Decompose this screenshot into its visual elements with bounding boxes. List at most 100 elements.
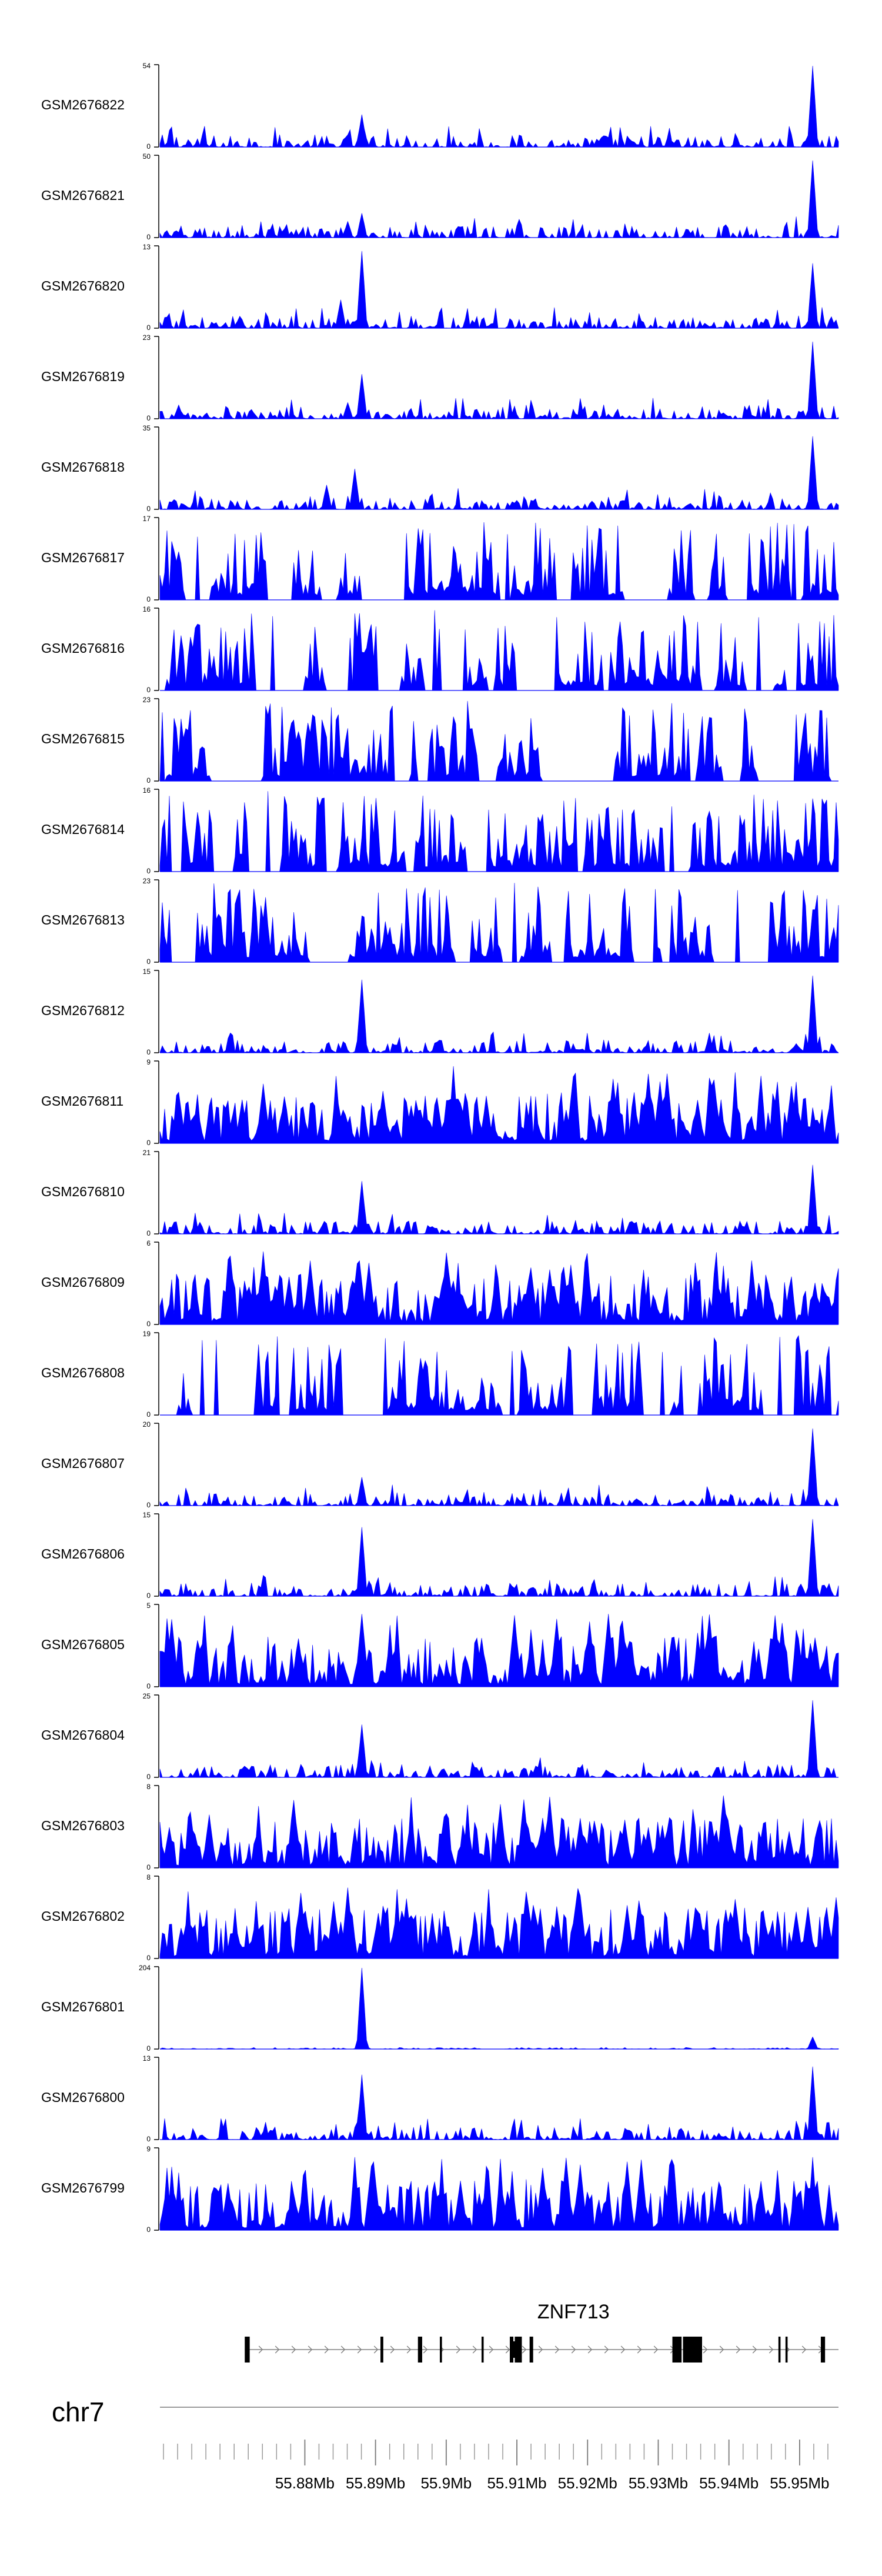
gene-exon: [529, 2337, 533, 2363]
track-ymax-label: 15: [143, 1511, 151, 1519]
gene-exon: [683, 2337, 702, 2363]
track-label: GSM2676803: [41, 1818, 125, 1833]
track-label: GSM2676800: [41, 2090, 125, 2105]
track-label: GSM2676805: [41, 1637, 125, 1652]
track-ymax-label: 13: [143, 243, 151, 251]
track-ymin-label: 0: [146, 1410, 151, 1419]
coverage-tracks: GSM2676822540GSM2676821500GSM2676820130G…: [41, 62, 839, 2234]
strand-arrow: [620, 2345, 626, 2354]
strand-arrow: [340, 2345, 346, 2354]
track-ymin-label: 0: [146, 505, 151, 513]
gene-exon: [245, 2337, 250, 2363]
track-ymax-label: 9: [146, 2145, 151, 2153]
strand-arrow: [637, 2345, 642, 2354]
coverage-area: [159, 975, 839, 1054]
track-GSM2676803: GSM2676803 8 0: [41, 1783, 839, 1871]
track-label: GSM2676819: [41, 369, 125, 384]
track-label: GSM2676810: [41, 1184, 125, 1199]
track-GSM2676816: GSM2676816 16 0: [41, 605, 839, 694]
track-GSM2676804: GSM2676804 25 0: [41, 1692, 839, 1781]
track-GSM2676815: GSM2676815 23 0: [41, 696, 838, 785]
strand-arrow: [752, 2345, 757, 2354]
track-ymin-label: 0: [146, 1501, 151, 1509]
axis-tick-label: 55.92Mb: [558, 2474, 617, 2492]
strand-arrow: [538, 2345, 543, 2354]
track-ymin-label: 0: [146, 323, 151, 332]
track-ymax-label: 17: [143, 515, 151, 523]
strand-arrow: [357, 2345, 362, 2354]
strand-arrow: [554, 2345, 560, 2354]
strand-arrow: [275, 2345, 280, 2354]
track-label: GSM2676817: [41, 550, 125, 565]
strand-arrow: [653, 2345, 659, 2354]
track-ymin-label: 0: [146, 1682, 151, 1690]
track-ymin-label: 0: [146, 776, 151, 785]
coverage-area: [159, 1519, 839, 1597]
gene-exon: [778, 2337, 781, 2363]
strand-arrow: [505, 2345, 510, 2354]
track-ymin-label: 0: [146, 2225, 151, 2234]
track-GSM2676800: GSM2676800 13 0: [41, 2054, 839, 2143]
track-label: GSM2676808: [41, 1365, 125, 1380]
strand-arrow: [308, 2345, 313, 2354]
coverage-area: [159, 1428, 839, 1506]
strand-arrow: [291, 2345, 296, 2354]
track-GSM2676820: GSM2676820 13 0: [41, 243, 839, 332]
track-GSM2676807: GSM2676807 20 0: [41, 1420, 839, 1509]
track-GSM2676810: GSM2676810 21 0: [41, 1149, 839, 1237]
strand-arrow: [324, 2345, 329, 2354]
axis-tick-label: 55.9Mb: [420, 2474, 472, 2492]
coverage-area: [159, 791, 839, 872]
track-label: GSM2676802: [41, 1908, 125, 1924]
track-GSM2676806: GSM2676806 15 0: [41, 1511, 839, 1600]
strand-arrow: [373, 2345, 379, 2354]
track-label: GSM2676816: [41, 640, 125, 656]
gene-exon: [785, 2337, 788, 2363]
track-label: GSM2676820: [41, 278, 125, 293]
track-GSM2676809: GSM2676809 6 0: [41, 1239, 839, 1328]
track-ymax-label: 6: [146, 1239, 151, 1247]
track-GSM2676813: GSM2676813 23 0: [41, 877, 839, 966]
track-GSM2676808: GSM2676808 19 0: [41, 1330, 839, 1419]
track-label: GSM2676806: [41, 1546, 125, 1561]
track-GSM2676811: GSM2676811 9 0: [41, 1058, 839, 1147]
track-ymin-label: 0: [146, 1048, 151, 1056]
track-ymin-label: 0: [146, 2135, 151, 2143]
track-ymin-label: 0: [146, 686, 151, 694]
track-label: GSM2676807: [41, 1456, 125, 1471]
track-ymax-label: 23: [143, 333, 151, 342]
gene-model-track: ZNF713: [245, 2301, 838, 2363]
track-ymax-label: 54: [143, 62, 151, 70]
strand-arrow: [703, 2345, 708, 2354]
track-GSM2676817: GSM2676817 17 0: [41, 515, 839, 603]
strand-arrow: [258, 2345, 263, 2354]
coverage-area: [159, 883, 839, 963]
track-GSM2676801: GSM2676801 204 0: [41, 1964, 839, 2053]
gene-exon: [820, 2337, 826, 2363]
track-GSM2676812: GSM2676812 15 0: [41, 967, 839, 1056]
track-ymax-label: 19: [143, 1330, 151, 1338]
strand-arrow: [423, 2345, 428, 2354]
strand-arrow: [522, 2345, 527, 2354]
track-ymax-label: 16: [143, 786, 151, 795]
track-ymax-label: 8: [146, 1873, 151, 1881]
axis-tick-label: 55.95Mb: [770, 2474, 829, 2492]
coverage-area: [159, 1066, 839, 1144]
track-ymin-label: 0: [146, 1773, 151, 1781]
track-ymax-label: 16: [143, 605, 151, 613]
track-ymin-label: 0: [146, 867, 151, 875]
track-ymin-label: 0: [146, 414, 151, 422]
strand-arrow: [472, 2345, 477, 2354]
track-ymax-label: 20: [143, 1420, 151, 1429]
track-label: GSM2676811: [41, 1093, 123, 1109]
strand-arrow: [571, 2345, 576, 2354]
strand-arrow: [719, 2345, 724, 2354]
track-GSM2676821: GSM2676821 50 0: [41, 152, 839, 241]
track-GSM2676818: GSM2676818 35 0: [41, 424, 839, 513]
coverage-area: [159, 1164, 839, 1234]
coverage-area: [159, 251, 839, 329]
track-label: GSM2676813: [41, 912, 125, 927]
track-ymax-label: 5: [146, 1601, 151, 1610]
axis-tick-label: 55.91Mb: [487, 2474, 546, 2492]
